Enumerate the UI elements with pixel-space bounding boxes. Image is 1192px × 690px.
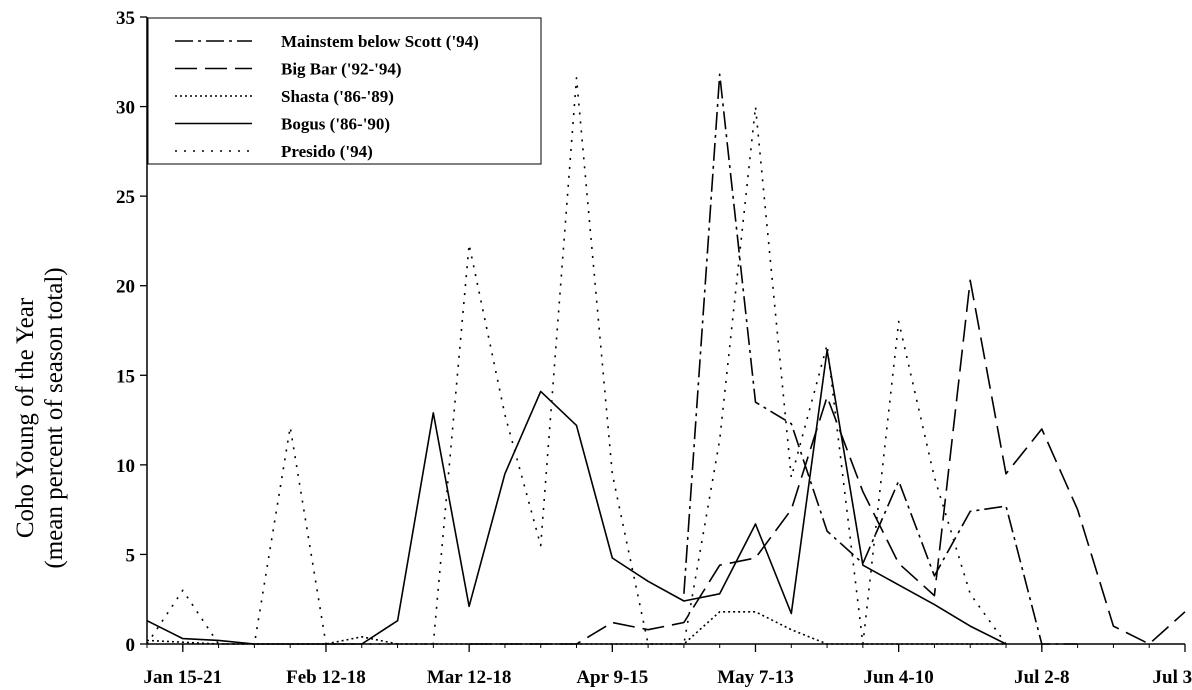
y-tick-label: 30 xyxy=(116,98,135,119)
series-line-3 xyxy=(146,610,1006,645)
x-tick-label: Jan 15-21 xyxy=(143,667,222,688)
x-tick-label: Apr 9-15 xyxy=(576,667,648,688)
series-line-4 xyxy=(146,349,1007,645)
y-axis-label-line1: Coho Young of the Year xyxy=(12,297,39,538)
y-tick-label: 0 xyxy=(126,635,136,656)
y-tick-label: 5 xyxy=(126,545,136,566)
legend-label: Big Bar ('92-'94) xyxy=(281,60,402,79)
y-tick-label: 20 xyxy=(116,277,135,298)
series-line-5 xyxy=(146,77,1007,645)
series-line-1 xyxy=(683,73,1078,645)
x-tick-label: Feb 12-18 xyxy=(286,667,366,688)
y-tick-label: 35 xyxy=(116,8,135,29)
x-tick-label: Jul 30-5 xyxy=(1153,667,1192,688)
x-tick-label: May 7-13 xyxy=(717,667,794,688)
legend-label: Presido ('94) xyxy=(281,142,373,161)
series-line-2 xyxy=(469,279,1186,645)
x-tick-label: Jun 4-10 xyxy=(864,667,934,688)
x-tick-label: Mar 12-18 xyxy=(427,667,512,688)
y-axis-label-line2: (mean percent of season total) xyxy=(41,267,68,568)
legend-label: Shasta ('86-'89) xyxy=(281,87,394,106)
y-tick-label: 15 xyxy=(116,366,135,387)
legend-box xyxy=(147,17,542,165)
series-layer xyxy=(146,73,1186,645)
y-tick-label: 25 xyxy=(116,187,135,208)
x-tick-label: Jul 2-8 xyxy=(1014,667,1069,688)
legend: Mainstem below Scott ('94) Big Bar ('92-'… xyxy=(147,17,542,165)
legend-label: Bogus ('86-'90) xyxy=(281,115,390,134)
legend-label: Mainstem below Scott ('94) xyxy=(281,32,479,51)
y-tick-label: 10 xyxy=(116,456,135,477)
